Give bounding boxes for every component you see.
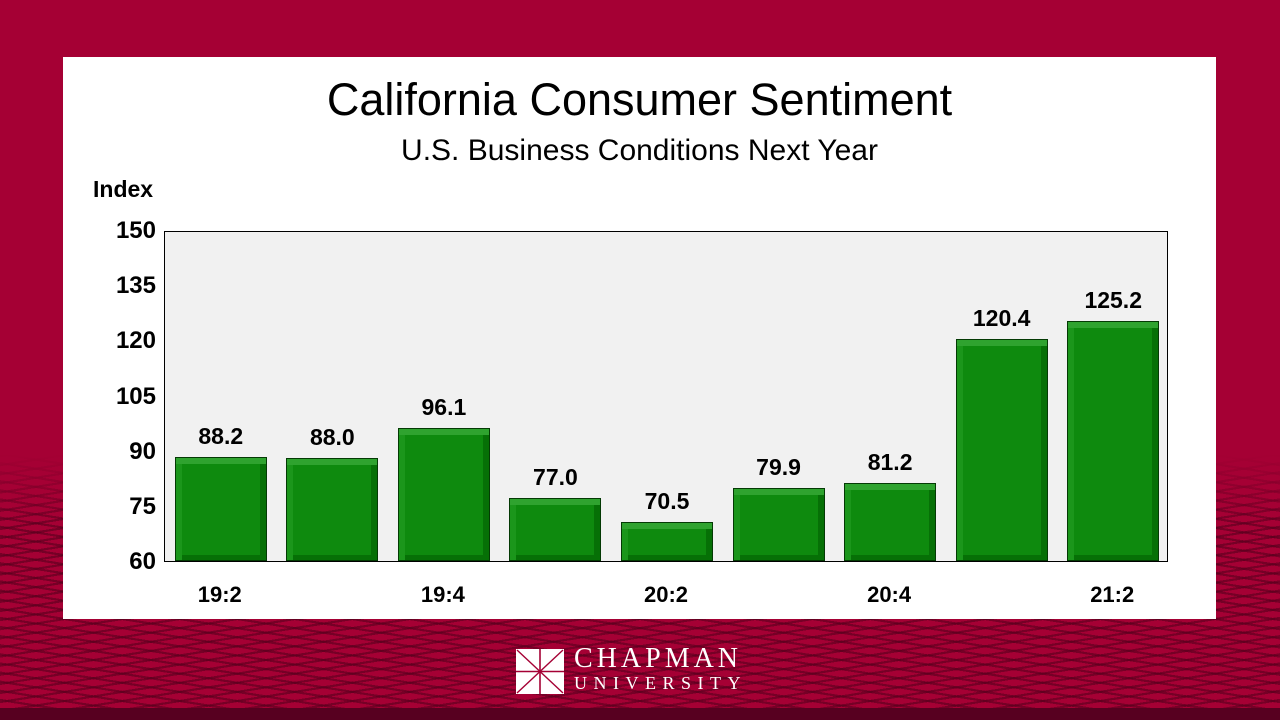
bar bbox=[398, 428, 490, 561]
bar-value-label: 79.9 bbox=[756, 454, 801, 480]
bar-value-label: 125.2 bbox=[1084, 287, 1142, 313]
y-tick-label: 120 bbox=[115, 327, 156, 354]
x-tick-label: 19:2 bbox=[197, 582, 242, 607]
x-tick-label: 20:4 bbox=[867, 582, 912, 607]
y-tick-label: 150 bbox=[115, 217, 156, 244]
bottom-accent-strip bbox=[0, 708, 1280, 720]
y-tick-label: 105 bbox=[115, 383, 156, 410]
x-tick-label: 21:2 bbox=[1090, 582, 1135, 607]
bar bbox=[286, 458, 378, 561]
bar bbox=[733, 488, 825, 561]
y-axis-title: Index bbox=[93, 176, 154, 202]
bar-value-label: 77.0 bbox=[533, 464, 578, 490]
bar bbox=[844, 483, 936, 561]
bar-value-label: 70.5 bbox=[644, 488, 690, 514]
chart-subtitle: U.S. Business Conditions Next Year bbox=[401, 134, 878, 167]
y-tick-label: 90 bbox=[129, 438, 156, 465]
x-tick-label: 20:2 bbox=[643, 582, 689, 607]
bar-value-label: 81.2 bbox=[867, 449, 913, 475]
plot-area: 88.2 88.0 96.1 77.0 70.5 79.9 81.2 120.4 125.2 bbox=[164, 231, 1168, 562]
y-tick-label: 75 bbox=[129, 493, 156, 520]
bar bbox=[621, 522, 713, 561]
slide-card: California Consumer Sentiment U.S. Busin… bbox=[63, 57, 1216, 619]
y-tick-label: 60 bbox=[129, 548, 156, 575]
chart-title: California Consumer Sentiment bbox=[326, 74, 953, 125]
bar-value-label: 96.1 bbox=[421, 394, 467, 420]
bar-value-label: 88.0 bbox=[309, 424, 355, 450]
bar-value-label: 88.2 bbox=[198, 423, 244, 449]
bar-value-label: 120.4 bbox=[972, 305, 1031, 331]
x-axis-tick-labels: 19:2 19:4 20:2 20:4 21:2 bbox=[164, 572, 1168, 607]
y-axis-tick-labels: 150 135 120 105 90 75 60 bbox=[81, 217, 156, 575]
bar bbox=[956, 339, 1048, 561]
bar bbox=[175, 457, 267, 561]
bar bbox=[509, 498, 601, 561]
bar bbox=[1067, 321, 1159, 561]
y-tick-label: 135 bbox=[115, 272, 156, 299]
x-tick-label: 19:4 bbox=[420, 582, 465, 607]
